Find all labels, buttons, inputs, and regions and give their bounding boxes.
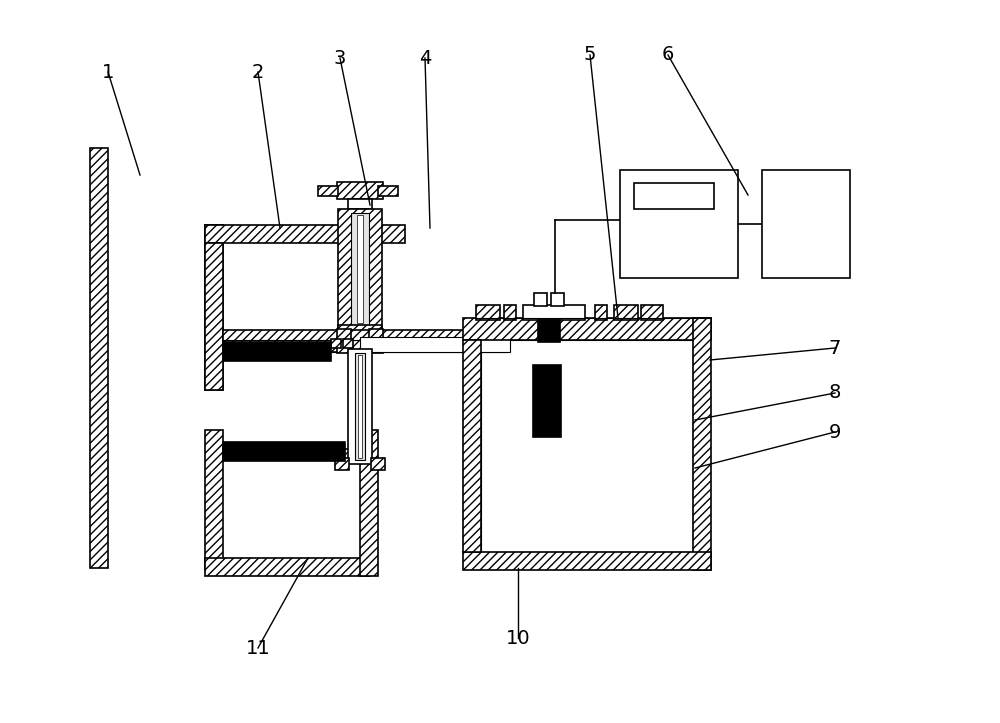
Bar bbox=[634, 183, 714, 209]
Bar bbox=[337, 182, 383, 199]
Bar bbox=[533, 365, 561, 437]
Text: 2: 2 bbox=[252, 62, 264, 82]
Bar bbox=[205, 243, 223, 390]
Bar bbox=[357, 215, 363, 323]
Bar bbox=[463, 340, 481, 552]
Text: 8: 8 bbox=[829, 383, 841, 403]
Bar bbox=[620, 170, 738, 278]
Bar bbox=[504, 305, 516, 320]
Bar bbox=[523, 305, 585, 320]
Bar bbox=[205, 225, 405, 243]
Bar bbox=[348, 199, 372, 209]
Bar bbox=[378, 186, 398, 196]
Bar bbox=[205, 225, 223, 390]
Text: 4: 4 bbox=[419, 48, 431, 67]
Bar bbox=[335, 458, 349, 470]
Bar bbox=[355, 353, 365, 460]
Bar bbox=[371, 458, 385, 470]
Bar bbox=[463, 318, 711, 340]
Bar bbox=[335, 337, 349, 349]
Bar bbox=[338, 209, 382, 329]
Bar bbox=[463, 552, 711, 570]
Bar bbox=[348, 349, 372, 464]
Text: 3: 3 bbox=[334, 48, 346, 67]
Bar bbox=[223, 442, 345, 461]
Bar bbox=[762, 170, 850, 278]
Bar bbox=[205, 430, 223, 570]
Bar bbox=[205, 558, 370, 576]
Bar bbox=[538, 320, 560, 342]
Text: 11: 11 bbox=[246, 638, 270, 657]
Bar bbox=[318, 186, 338, 196]
Bar bbox=[476, 305, 500, 320]
Bar bbox=[360, 430, 378, 576]
Bar bbox=[369, 329, 383, 353]
Bar bbox=[337, 329, 351, 353]
Bar bbox=[481, 340, 693, 552]
Bar bbox=[693, 318, 711, 570]
Bar bbox=[331, 449, 341, 458]
Bar bbox=[614, 305, 638, 320]
Bar bbox=[351, 213, 369, 325]
Bar bbox=[360, 337, 510, 352]
Text: 9: 9 bbox=[829, 422, 841, 442]
Bar bbox=[358, 355, 362, 458]
Bar bbox=[371, 337, 385, 349]
Bar bbox=[343, 339, 353, 348]
Bar bbox=[534, 293, 547, 306]
Text: 7: 7 bbox=[829, 338, 841, 357]
Bar bbox=[223, 342, 331, 361]
Text: 5: 5 bbox=[584, 46, 596, 64]
Bar bbox=[205, 225, 223, 243]
Text: 10: 10 bbox=[506, 628, 530, 648]
Text: 1: 1 bbox=[102, 62, 114, 82]
Bar bbox=[343, 449, 353, 458]
Bar bbox=[223, 330, 483, 352]
Bar bbox=[595, 305, 607, 320]
Bar bbox=[338, 325, 382, 341]
Bar bbox=[641, 305, 663, 320]
Bar bbox=[90, 148, 108, 568]
Bar bbox=[331, 339, 341, 348]
Bar bbox=[551, 293, 564, 306]
Text: 6: 6 bbox=[662, 46, 674, 64]
